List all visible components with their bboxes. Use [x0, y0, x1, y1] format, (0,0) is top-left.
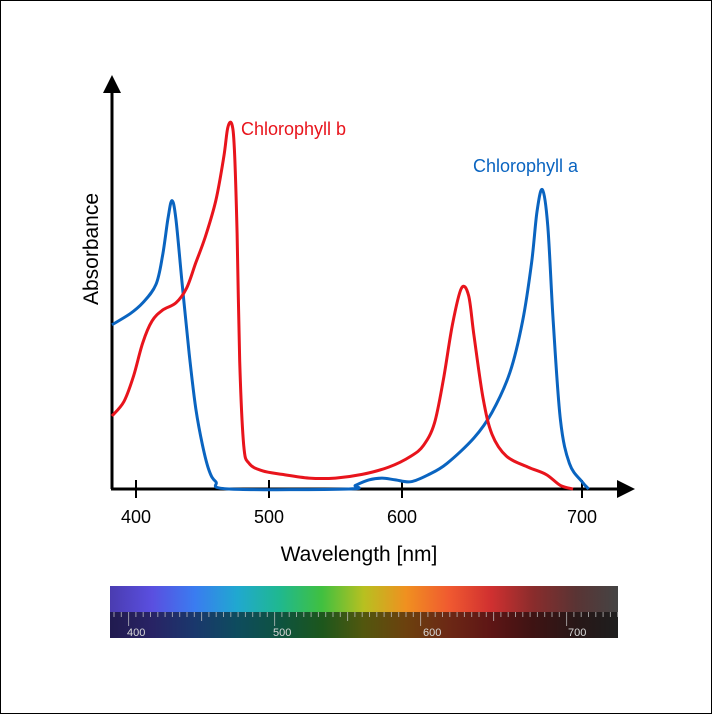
- y-axis-title: Absorbance: [80, 193, 103, 305]
- series-line-chlorophyll-a: [111, 187, 590, 492]
- series-label-chlorophyll-b: Chlorophyll b: [241, 119, 346, 139]
- series-line-chlorophyll-b: [110, 120, 574, 491]
- spectrum-label-400: 400: [127, 627, 145, 639]
- spectrum-label-700: 700: [568, 627, 586, 639]
- x-tick-label-600: 600: [387, 507, 417, 527]
- spectrum-bar: 400 500 600 700: [110, 586, 619, 639]
- spectrum-ruler-band: [110, 612, 618, 638]
- x-axis-arrow-icon: [617, 480, 635, 498]
- spectrum-labels: 400 500 600 700: [127, 627, 586, 639]
- series-label-chlorophyll-a: Chlorophyll a: [473, 156, 579, 176]
- x-tick-label-500: 500: [254, 507, 284, 527]
- x-axis-title: Wavelength [nm]: [281, 543, 438, 566]
- series-layer: [110, 120, 590, 492]
- y-axis-arrow-icon: [103, 75, 121, 93]
- spectrum-ruler: [113, 612, 619, 626]
- spectrum-label-500: 500: [273, 627, 291, 639]
- x-tick-label-400: 400: [121, 507, 151, 527]
- x-tick-label-700: 700: [567, 507, 597, 527]
- spectrum-label-600: 600: [423, 627, 441, 639]
